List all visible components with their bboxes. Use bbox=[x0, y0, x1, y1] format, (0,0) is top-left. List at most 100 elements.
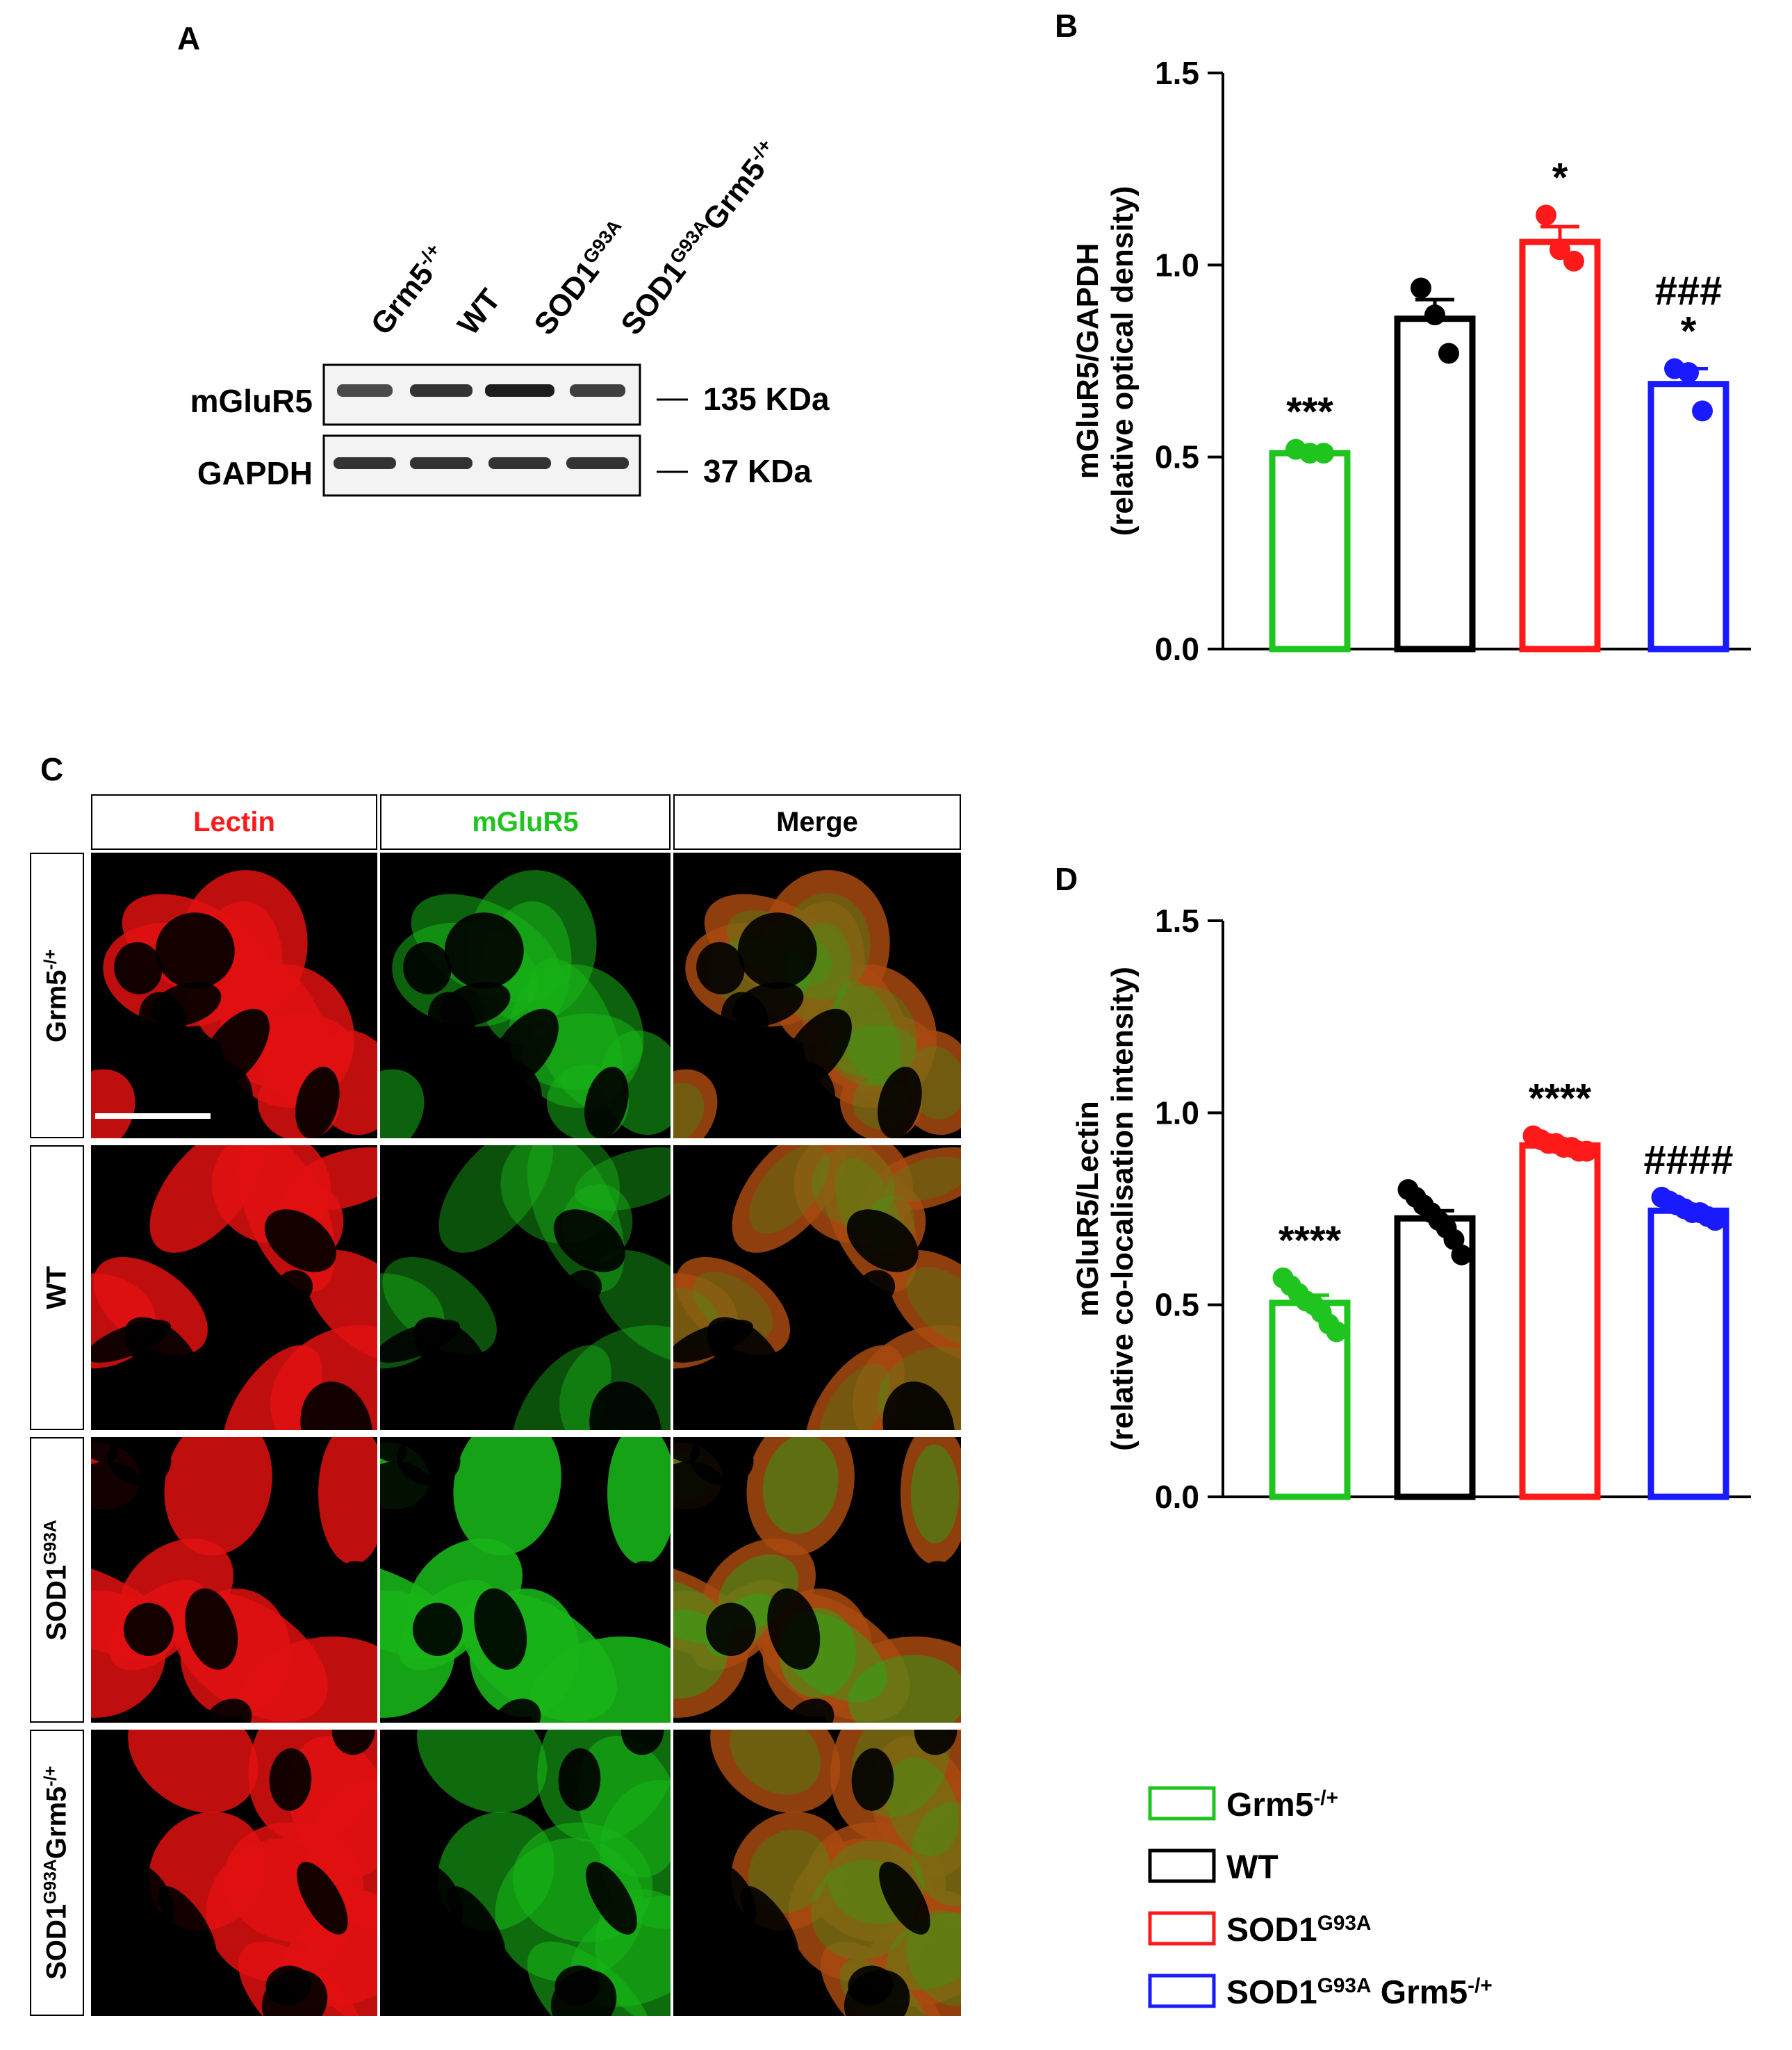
significance-label: **** bbox=[1279, 1218, 1342, 1263]
gap-region bbox=[844, 1969, 910, 2016]
row-label-base: SOD1 bbox=[41, 1564, 72, 1641]
cell-region bbox=[453, 1437, 561, 1556]
gap-region bbox=[91, 1437, 117, 1463]
legend-label-base: WT bbox=[1226, 1849, 1279, 1886]
data-point bbox=[1563, 250, 1584, 272]
cell-region bbox=[906, 1267, 961, 1346]
gap-region bbox=[397, 1437, 461, 1486]
micrograph bbox=[380, 853, 671, 1138]
column-header-mglur5: mGluR5 bbox=[380, 794, 671, 850]
gap-region bbox=[114, 942, 163, 994]
gap-region bbox=[767, 1588, 821, 1670]
significance-label: * bbox=[1552, 155, 1568, 200]
micrograph bbox=[91, 1145, 377, 1430]
bar bbox=[1269, 450, 1351, 653]
row-label-sup: -/+ bbox=[41, 949, 60, 970]
cell-region bbox=[887, 1249, 961, 1363]
cell-region bbox=[286, 1147, 377, 1211]
gap-region bbox=[380, 1437, 406, 1463]
gap-region bbox=[737, 912, 817, 989]
cell-region bbox=[835, 981, 902, 1087]
gap-region bbox=[115, 1862, 174, 1933]
row-label-base: Grm5 bbox=[41, 969, 72, 1042]
band-protein-label: mGluR5 bbox=[190, 383, 313, 419]
row-label-base: WT bbox=[41, 1265, 72, 1310]
micrograph bbox=[380, 1145, 671, 1430]
lane-label: Grm5-/+ bbox=[363, 239, 454, 341]
gap-region bbox=[586, 1862, 637, 1935]
y-axis-label-secondary: (relative optical density) bbox=[1105, 186, 1140, 536]
cell-region bbox=[529, 1636, 671, 1723]
gap-region bbox=[200, 1008, 270, 1090]
legend-label: SOD1G93A bbox=[1226, 1912, 1371, 1949]
gapdh-band bbox=[410, 457, 472, 469]
data-point bbox=[1549, 239, 1570, 261]
data-point bbox=[1411, 277, 1431, 299]
legend-swatch bbox=[1148, 1911, 1216, 1946]
gapdh-band bbox=[566, 457, 629, 469]
lane-label: SOD1G93AGrm5-/+ bbox=[614, 134, 786, 341]
gap-region bbox=[846, 1209, 919, 1272]
micrograph bbox=[673, 1145, 961, 1430]
gap-region bbox=[108, 1437, 172, 1486]
gap-region bbox=[300, 1381, 373, 1430]
gap-region bbox=[422, 1391, 516, 1430]
cell-region bbox=[819, 1363, 890, 1430]
gap-region bbox=[879, 1862, 930, 1935]
y-tick-label: 0.5 bbox=[1155, 439, 1199, 475]
significance-label: **** bbox=[1529, 1076, 1592, 1121]
cell-region bbox=[380, 1069, 425, 1138]
row-label-base: SOD1 bbox=[41, 1903, 72, 1980]
micrograph bbox=[380, 1437, 671, 1723]
band-size-label: 135 KDa bbox=[703, 381, 830, 417]
cell-region bbox=[673, 1069, 718, 1138]
cell-region bbox=[288, 1736, 377, 1878]
gap-region bbox=[623, 1561, 664, 1603]
gap-region bbox=[697, 1862, 757, 1933]
data-point bbox=[1692, 400, 1713, 422]
legend-label: WT bbox=[1226, 1849, 1279, 1886]
gap-region bbox=[269, 1748, 312, 1811]
data-point bbox=[1443, 1229, 1465, 1250]
data-point bbox=[1536, 204, 1556, 226]
cell-region bbox=[730, 1730, 821, 1795]
cell-region bbox=[746, 1437, 855, 1556]
column-header-label: mGluR5 bbox=[472, 806, 579, 837]
row-label-sod1: SOD1G93A bbox=[30, 1437, 84, 1723]
cell-region bbox=[885, 1912, 961, 1990]
data-point bbox=[1326, 1321, 1347, 1343]
lane-label-base: SOD1 bbox=[527, 255, 605, 342]
gap-region bbox=[204, 1698, 252, 1723]
legend-label-base: SOD1 bbox=[1226, 1974, 1317, 2011]
y-tick-label: 0.5 bbox=[1155, 1287, 1199, 1323]
cell-region bbox=[607, 1437, 671, 1565]
chart-b: 0.0 0.5 1.0 1.5 mGluR5/GAPDH (relative optica… bbox=[1071, 55, 1751, 667]
bar bbox=[1269, 1299, 1351, 1500]
gap-region bbox=[444, 912, 524, 989]
gap-region bbox=[158, 1886, 217, 1962]
cell-region bbox=[868, 1147, 961, 1211]
cell-region bbox=[594, 1249, 671, 1363]
blot-bands bbox=[334, 384, 629, 469]
gap-region bbox=[914, 1730, 957, 1755]
y-tick-label: 1.5 bbox=[1155, 903, 1199, 939]
lane-label-sup: G93A bbox=[578, 215, 625, 268]
cell-region bbox=[511, 1345, 611, 1430]
gap-region bbox=[334, 1561, 375, 1603]
legend-label: Grm5-/+ bbox=[1226, 1787, 1338, 1824]
gap-region bbox=[493, 1698, 541, 1723]
cell-region bbox=[673, 1575, 733, 1644]
micrograph bbox=[380, 1730, 671, 2016]
gap-region bbox=[565, 1270, 602, 1304]
panel-letter-d: D bbox=[1055, 861, 1078, 897]
cell-region bbox=[318, 1437, 377, 1565]
mglur5-band bbox=[485, 384, 554, 397]
gap-region bbox=[553, 1209, 625, 1272]
gap-region bbox=[123, 1602, 174, 1656]
gapdh-band bbox=[488, 457, 551, 469]
cell-region bbox=[749, 1145, 830, 1234]
cell-region bbox=[886, 1156, 961, 1202]
gap-region bbox=[782, 1008, 852, 1090]
gap-region bbox=[696, 942, 745, 994]
bar bbox=[1519, 238, 1601, 653]
